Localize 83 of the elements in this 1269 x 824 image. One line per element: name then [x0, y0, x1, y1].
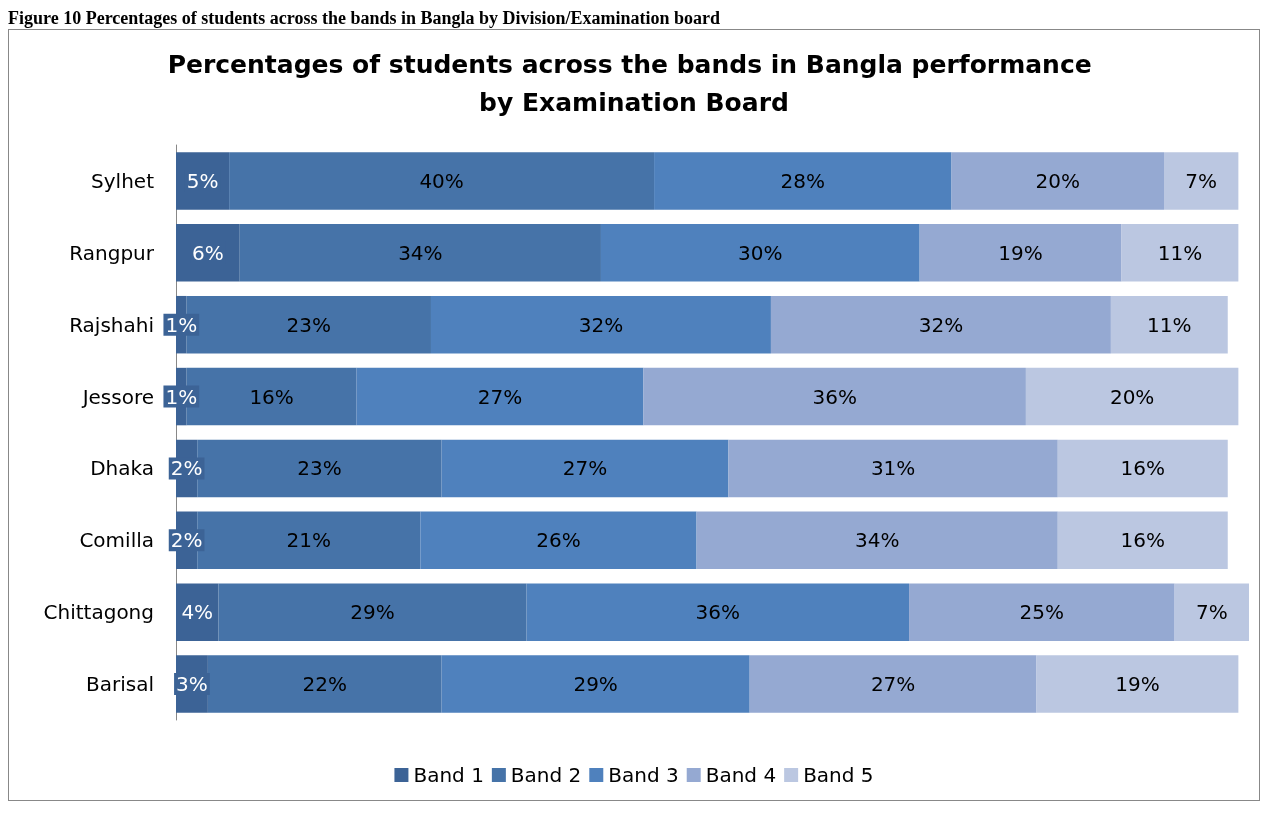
- legend-label: Band 1: [413, 763, 484, 787]
- data-label: 36%: [812, 384, 857, 409]
- data-label: 1%: [165, 384, 198, 409]
- y-tick-label: Sylhet: [91, 168, 155, 193]
- data-label: 16%: [1120, 456, 1165, 481]
- bar: [356, 367, 644, 426]
- data-label: 25%: [1019, 600, 1065, 625]
- caption: Figure 10 Percentages of students across the bands in Bangla by Division/Examination board: [8, 8, 722, 29]
- data-label: 22%: [302, 672, 347, 697]
- y-tick-label: Jessore: [80, 384, 154, 409]
- data-label: 2%: [170, 456, 203, 481]
- data-label: 29%: [573, 672, 618, 697]
- data-label: 19%: [1115, 672, 1160, 697]
- bar: [728, 439, 1058, 498]
- data-label: 23%: [297, 456, 342, 481]
- bar: [1110, 295, 1228, 354]
- data-label: 34%: [398, 240, 443, 265]
- y-tick-label: Comilla: [79, 528, 154, 553]
- data-label: 21%: [286, 528, 332, 553]
- data-label: 30%: [738, 240, 783, 265]
- bar: [1057, 439, 1228, 498]
- data-label: 32%: [918, 312, 964, 337]
- data-label: 16%: [249, 384, 294, 409]
- bar: [696, 511, 1058, 570]
- bar: [1036, 655, 1239, 713]
- legend-label: Band 3: [608, 763, 679, 787]
- bar: [770, 295, 1111, 354]
- data-label: 27%: [562, 456, 608, 481]
- bar: [1121, 224, 1239, 282]
- chart-title: Percentages of students across the bands in Bangla performance by Examination Board: [167, 49, 1101, 117]
- y-tick-label: Rangpur: [69, 240, 155, 265]
- y-tick-label: Rajshahi: [69, 312, 154, 337]
- data-label: 34%: [854, 528, 900, 553]
- y-tick-label: Barisal: [86, 672, 154, 697]
- bar: [643, 367, 1026, 426]
- bar: [749, 655, 1037, 713]
- data-label: 11%: [1147, 312, 1192, 337]
- bar: [441, 439, 729, 498]
- bar: [919, 224, 1122, 282]
- bar: [951, 152, 1165, 210]
- bar: [1164, 152, 1239, 210]
- bar: [420, 511, 697, 570]
- bar: [218, 583, 527, 641]
- legend-label: Band 5: [803, 763, 874, 787]
- bar: [600, 224, 920, 282]
- data-label: 27%: [477, 384, 523, 409]
- data-label: 29%: [350, 600, 395, 625]
- data-label: 28%: [780, 168, 826, 193]
- data-label: 36%: [695, 600, 741, 625]
- bar: [1025, 367, 1239, 426]
- data-label: 5%: [186, 168, 219, 193]
- data-label: 2%: [170, 528, 203, 553]
- bar: [441, 655, 750, 713]
- bar: [1057, 511, 1228, 570]
- y-tick-label: Dhaka: [90, 456, 154, 481]
- data-label: 3%: [176, 672, 208, 697]
- data-label: 4%: [181, 600, 214, 625]
- data-label: 1%: [165, 312, 198, 337]
- data-label: 19%: [998, 240, 1043, 265]
- data-label: 40%: [419, 168, 464, 193]
- data-label: 20%: [1109, 384, 1155, 409]
- bar: [909, 583, 1175, 641]
- legend-label: Band 2: [510, 763, 582, 787]
- data-label: 16%: [1120, 528, 1165, 553]
- data-label: 7%: [1195, 600, 1228, 625]
- data-label: 20%: [1035, 168, 1080, 193]
- data-label: 11%: [1157, 240, 1203, 265]
- bar: [207, 655, 442, 713]
- bar: [229, 152, 655, 210]
- data-label: 7%: [1185, 168, 1218, 193]
- data-label: 26%: [536, 528, 581, 553]
- y-tick-label: Chittagong: [43, 600, 154, 625]
- data-label: 31%: [870, 456, 916, 481]
- data-label: 32%: [578, 312, 624, 337]
- data-label: 6%: [192, 240, 224, 265]
- bar: [1174, 583, 1249, 641]
- data-label: 23%: [286, 312, 332, 337]
- bar: [430, 295, 771, 354]
- bar: [526, 583, 910, 641]
- legend-label: Band 4: [705, 763, 777, 787]
- bar: [239, 224, 601, 282]
- bar: [654, 152, 952, 210]
- data-label: 27%: [870, 672, 916, 697]
